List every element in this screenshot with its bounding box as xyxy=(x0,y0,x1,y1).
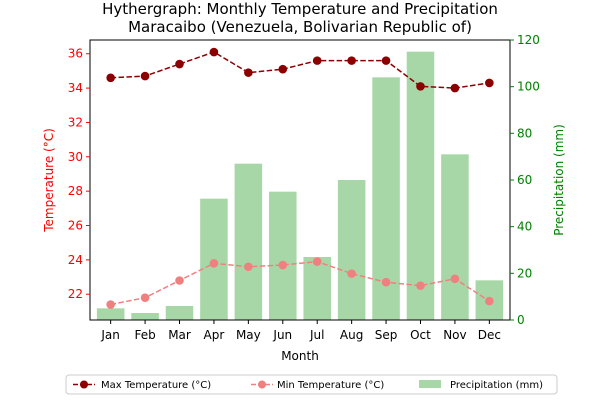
legend-max-marker-icon xyxy=(80,380,88,389)
temperature-lines xyxy=(106,47,494,309)
min-temp-point-dec xyxy=(485,296,494,306)
precip-bar-jul xyxy=(303,257,331,320)
min-temp-point-oct xyxy=(416,281,425,290)
min-temp-point-sep xyxy=(381,277,391,287)
min-temp-point-apr xyxy=(209,259,219,268)
max-temp-point-jan xyxy=(106,73,115,83)
right-y-tick-label-40: 40 xyxy=(517,220,532,234)
x-tick-label-feb: Feb xyxy=(134,328,155,342)
max-temp-point-sep xyxy=(381,56,391,65)
legend-max-label: Max Temperature (°C) xyxy=(101,380,211,391)
x-tick-label-jan: Jan xyxy=(100,328,120,342)
right-y-tick-label-60: 60 xyxy=(517,173,532,187)
left-y-tick-label-30: 30 xyxy=(68,150,83,164)
right-y-tick-label-0: 0 xyxy=(517,313,525,327)
max-temp-point-aug xyxy=(347,56,356,65)
x-tick-label-jul: Jul xyxy=(309,328,324,342)
legend: Max Temperature (°C) Min Temperature (°C… xyxy=(65,374,558,395)
right-y-axis-label: Precipitation (mm) xyxy=(552,124,566,236)
left-y-axis-label: Temperature (°C) xyxy=(42,128,56,233)
left-y-tick-label-28: 28 xyxy=(68,184,83,198)
x-tick-label-nov: Nov xyxy=(443,328,466,342)
max-temp-point-mar xyxy=(175,59,184,69)
left-y-axis-ticks: 22 24 26 28 30 32 34 36 xyxy=(68,47,90,301)
right-y-tick-label-100: 100 xyxy=(517,80,540,94)
min-temp-point-nov xyxy=(450,274,460,284)
x-tick-label-sep: Sep xyxy=(375,328,398,342)
min-temp-point-jun xyxy=(278,260,288,270)
precip-bar-nov xyxy=(441,154,469,320)
min-temp-point-jan xyxy=(106,300,115,309)
chart-title-line1: Hythergraph: Monthly Temperature and Pre… xyxy=(102,0,498,18)
x-axis-label: Month xyxy=(281,349,319,363)
min-temp-point-may xyxy=(244,262,253,272)
right-y-axis-ticks: 0 20 40 60 80 100 120 xyxy=(510,33,540,327)
right-y-tick-label-120: 120 xyxy=(517,33,540,47)
max-temp-line xyxy=(110,51,490,89)
right-y-tick-label-80: 80 xyxy=(517,126,532,140)
x-tick-label-dec: Dec xyxy=(478,328,501,342)
x-tick-label-aug: Aug xyxy=(340,328,363,342)
min-temp-line xyxy=(110,260,490,306)
x-tick-label-oct: Oct xyxy=(410,328,431,342)
max-temp-point-feb xyxy=(140,71,150,81)
precip-bar-mar xyxy=(165,306,194,320)
left-y-tick-label-34: 34 xyxy=(68,81,83,95)
left-y-tick-label-24: 24 xyxy=(68,253,83,267)
legend-min-label: Min Temperature (°C) xyxy=(277,380,384,391)
min-temp-point-jul xyxy=(312,257,322,266)
right-y-tick-label-20: 20 xyxy=(517,266,532,280)
precip-bar-aug xyxy=(337,180,366,320)
precip-bar-may xyxy=(234,163,263,320)
chart-title-line2: Maracaibo (Venezuela, Bolivarian Republi… xyxy=(128,18,472,36)
precip-bar-jan xyxy=(96,308,125,320)
x-axis-ticks: Jan Feb Mar Apr May Jun Jul Aug Sep Oct Nov Dec xyxy=(100,320,501,342)
x-tick-label-jun: Jun xyxy=(272,328,292,342)
legend-box xyxy=(65,374,558,395)
legend-precip-label: Precipitation (mm) xyxy=(450,380,543,391)
precip-bar-jun xyxy=(269,191,297,320)
min-temp-point-aug xyxy=(347,269,356,278)
max-temp-point-apr xyxy=(209,47,219,57)
precip-bar-oct xyxy=(406,51,435,321)
legend-min-marker-icon xyxy=(258,380,266,389)
left-y-tick-label-32: 32 xyxy=(68,115,83,129)
max-temp-point-nov xyxy=(450,83,460,93)
max-temp-point-may xyxy=(244,68,253,77)
min-temp-point-feb xyxy=(140,293,150,302)
max-temp-point-jul xyxy=(312,56,322,65)
max-temp-point-oct xyxy=(416,82,425,91)
min-temp-point-mar xyxy=(175,276,184,285)
left-y-tick-label-26: 26 xyxy=(68,219,83,233)
precip-bar-feb xyxy=(131,313,159,320)
x-tick-label-apr: Apr xyxy=(204,328,225,342)
x-tick-label-may: May xyxy=(236,328,261,342)
legend-precip-swatch-icon xyxy=(419,380,441,388)
precipitation-bars xyxy=(96,51,504,321)
x-tick-label-mar: Mar xyxy=(168,328,191,342)
left-y-tick-label-22: 22 xyxy=(68,287,83,301)
max-temp-point-dec xyxy=(485,78,494,88)
left-y-tick-label-36: 36 xyxy=(68,47,83,61)
max-temp-point-jun xyxy=(278,64,288,74)
